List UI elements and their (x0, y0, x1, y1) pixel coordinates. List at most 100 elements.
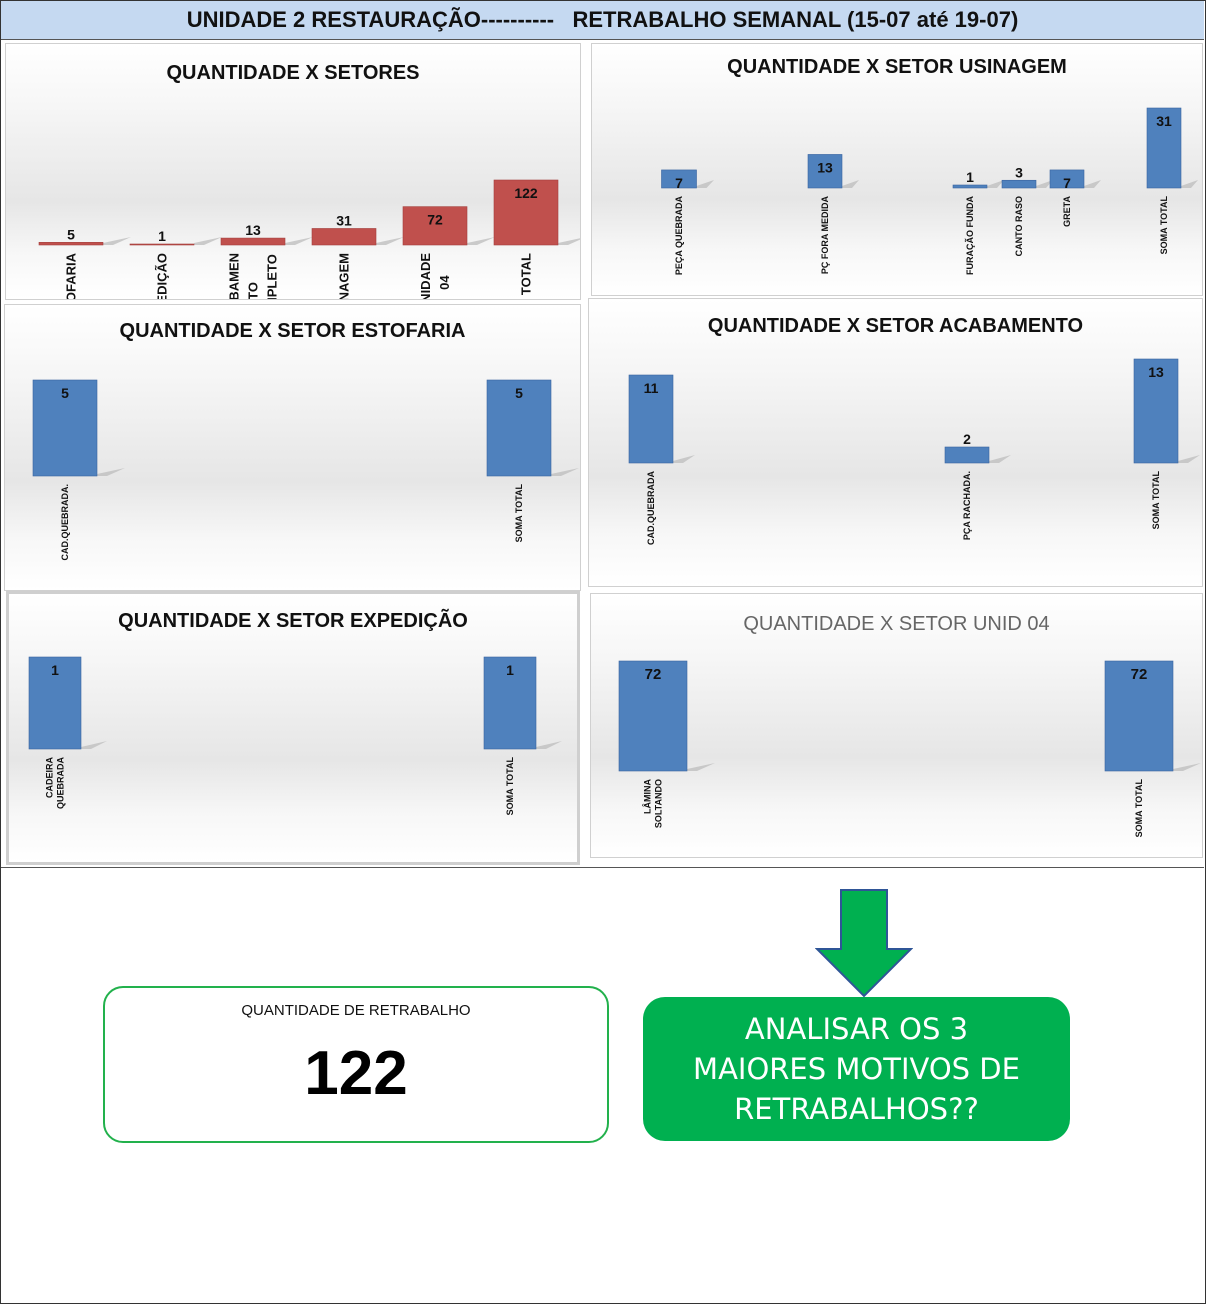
kpi-value: 122 (304, 1039, 408, 1108)
chart-unid04-svg: 72 LÂMINASOLTANDO 72 SOMA TOTAL (618, 660, 1201, 837)
chart-usinagem-svg: 7 PEÇA QUEBRADA 13 PÇ FORA MEDIDA 1 FURAÇÃO F… (661, 107, 1198, 275)
action-callout: ANALISAR OS 3 MAIORES MOTIVOS DE RETRABA… (643, 997, 1070, 1141)
bar (486, 379, 552, 477)
bar-group: 3 CANTO RASO (1001, 164, 1053, 256)
bar-shadow (687, 763, 715, 771)
section-divider (1, 867, 1204, 868)
chart-title: QUANTIDADE X SETORES (166, 62, 420, 84)
data-label: 72 (1131, 666, 1148, 683)
category-label: ESTOFARIA (64, 252, 79, 299)
category-label: CANTO RASO (1014, 196, 1024, 256)
bar (1001, 179, 1037, 189)
data-label: 1 (966, 169, 974, 185)
bar-shadow (97, 468, 125, 476)
kpi-card: QUANTIDADE DE RETRABALHO 122 (103, 986, 609, 1143)
bar (1104, 660, 1174, 772)
chart-title: QUANTIDADE X SETOR EXPEDIÇÃO (118, 610, 468, 632)
data-label: 2 (963, 431, 971, 447)
data-label: 7 (1063, 175, 1071, 191)
category-label: EXPEDIÇÃO (155, 253, 170, 299)
bar-shadow (1173, 763, 1201, 771)
bar (28, 656, 82, 750)
data-label: 1 (506, 662, 514, 678)
bar-shadow (551, 468, 579, 476)
bar-group: 72 SOMA TOTAL (1104, 660, 1201, 837)
chart-unid04: QUANTIDADE X SETOR UNID 04 72 LÂMINASOLTA… (590, 593, 1203, 858)
chart-title: QUANTIDADE X SETOR UNID 04 (743, 613, 1050, 635)
bar (402, 206, 468, 246)
category-label: CAD.QUEBRADA. (60, 484, 70, 561)
chart-estofaria: QUANTIDADE X SETOR ESTOFARIA 5 CAD.QUEBRA… (4, 304, 581, 591)
bar (807, 154, 843, 189)
bar (483, 656, 537, 750)
bar-group: 1 SOMA TOTAL (483, 656, 562, 816)
category-label: CADEIRAQUEBRADA (45, 757, 66, 810)
category-label: ACABAMEN TO COMPLETO (227, 253, 280, 299)
data-label: 13 (1148, 364, 1164, 380)
bar-group: 31 USINAGEM (311, 212, 404, 299)
bar-group: 1 FURAÇÃO FUNDA (952, 169, 1004, 275)
bar-group: 5 ESTOFARIA (38, 226, 131, 299)
bar-group: 13 SOMA TOTAL (1133, 358, 1200, 530)
data-label: 7 (675, 175, 683, 191)
data-label: 72 (427, 212, 443, 228)
bar (661, 169, 697, 189)
bar (944, 446, 990, 464)
data-label: 11 (644, 380, 659, 396)
bar-shadow (989, 455, 1011, 463)
bar (1146, 107, 1182, 189)
bar (628, 374, 674, 464)
kpi-label: QUANTIDADE DE RETRABALHO (241, 1002, 471, 1019)
bar-shadow (842, 180, 859, 188)
bar-group: 13 PÇ FORA MEDIDA (807, 154, 859, 275)
category-label: FURAÇÃO FUNDA (965, 196, 975, 275)
category-label: CAD.QUEBRADA (646, 471, 656, 546)
arrow-down-icon (815, 889, 913, 998)
chart-expedicao-svg: 1 CADEIRAQUEBRADA 1 SOMA TOTAL (28, 656, 562, 816)
chart-acabamento-svg: 11 CAD.QUEBRADA 2 PÇA RACHADA. 13 SOMA TOTAL (628, 358, 1200, 546)
category-label: UNIDADE 04 (418, 253, 452, 299)
bar (311, 228, 377, 246)
data-label: 5 (515, 385, 523, 401)
data-label: 5 (61, 385, 69, 401)
bar (1049, 169, 1085, 189)
page-title: UNIDADE 2 RESTAURAÇÃO---------- RETRABAL… (1, 1, 1204, 40)
data-label: 31 (336, 212, 352, 228)
chart-title: QUANTIDADE X SETOR ACABAMENTO (707, 315, 1084, 337)
chart-expedicao: QUANTIDADE X SETOR EXPEDIÇÃO 1 CADEIRAQUE… (6, 591, 580, 865)
data-label: 31 (1156, 113, 1172, 129)
bar-shadow (558, 238, 580, 245)
bar (952, 184, 988, 189)
category-label: SOMA TOTAL (505, 757, 515, 816)
bar (129, 243, 195, 246)
chart-title: QUANTIDADE X SETOR ESTOFARIA (119, 320, 466, 342)
chart-setores-svg: 5 ESTOFARIA 1 EXPEDIÇÃO 13 ACABAMEN TO COMPLETO… (38, 179, 580, 299)
bar-shadow (536, 741, 562, 749)
chart-acabamento: QUANTIDADE X SETOR ACABAMENTO 11 CAD.QUEB… (588, 298, 1203, 587)
bar-group: 31 SOMA TOTAL (1146, 107, 1198, 255)
bar-group: 7 PEÇA QUEBRADA (661, 169, 714, 275)
category-label: SOMA TOTAL (1159, 196, 1169, 255)
data-label: 5 (67, 226, 75, 242)
bar-shadow (285, 237, 313, 245)
bar-shadow (1178, 455, 1200, 463)
bar-shadow (673, 455, 695, 463)
bar (1133, 358, 1179, 464)
bar-shadow (467, 237, 495, 245)
chart-title: QUANTIDADE X SETOR USINAGEM (727, 56, 1067, 78)
category-label: SOMA TOTAL (1151, 471, 1161, 530)
category-label: PÇA RACHADA. (962, 471, 972, 540)
data-label: 13 (245, 222, 261, 238)
bar-group: 72 UNIDADE 04 (402, 206, 495, 299)
bar-shadow (81, 741, 107, 749)
bar (32, 379, 98, 477)
category-label: LÂMINASOLTANDO (642, 779, 664, 829)
bar-shadow (987, 180, 1004, 188)
category-label: PÇ FORA MEDIDA (820, 196, 830, 275)
category-label: GRETA (1062, 196, 1072, 227)
bar-group: 72 LÂMINASOLTANDO (618, 660, 715, 829)
bar-shadow (1036, 180, 1053, 188)
data-label: 1 (51, 662, 59, 678)
bar-group: 11 CAD.QUEBRADA (628, 374, 695, 546)
bar-shadow (696, 180, 714, 188)
